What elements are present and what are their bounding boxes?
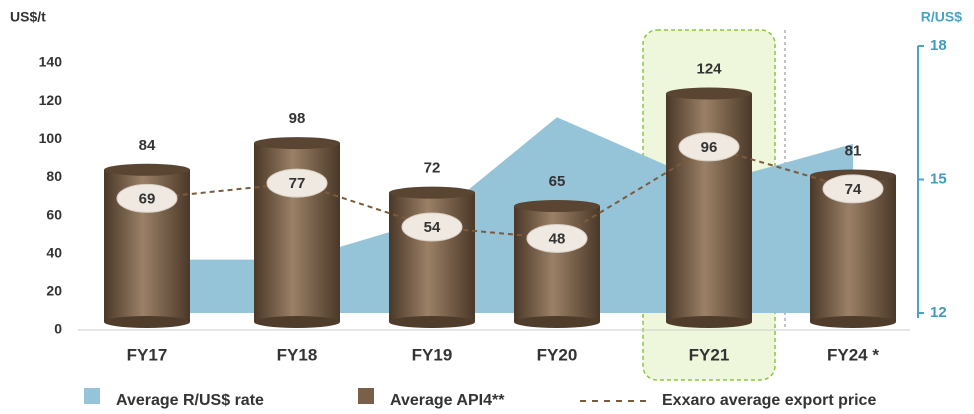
price-badge: [678, 132, 740, 162]
y-tick-label: 140: [39, 54, 63, 70]
price-label: 69: [139, 190, 156, 207]
bar: [514, 206, 600, 322]
y2-axis-label: R/US$: [921, 9, 962, 25]
y-tick-label: 0: [54, 321, 62, 337]
bar-value-label: 65: [549, 173, 566, 190]
y2-tick-label: 18: [930, 37, 947, 54]
y-tick-label: 20: [46, 283, 62, 299]
price-label: 54: [424, 219, 441, 236]
price-badge: [526, 223, 588, 253]
price-line: [146, 145, 854, 240]
y-tick-label: 60: [46, 206, 62, 222]
x-tick-label: FY21: [689, 345, 730, 364]
price-label: 77: [289, 175, 306, 192]
bar: [389, 192, 475, 322]
price-badge: [822, 174, 884, 204]
x-tick-label: FY24 *: [827, 345, 879, 364]
legend-label: Average R/US$ rate: [116, 392, 264, 409]
bar-bottom: [104, 316, 190, 328]
y-tick-label: 100: [39, 130, 63, 146]
bar-top: [389, 186, 475, 199]
bar-value-label: 98: [289, 110, 306, 127]
y-axis-label: US$/t: [10, 9, 46, 25]
x-tick-label: FY19: [412, 345, 453, 364]
y2-tick-label: 15: [930, 170, 947, 187]
x-tick-label: FY18: [277, 345, 318, 364]
bar-value-label: 84: [139, 137, 156, 154]
legend-label: Average API4**: [390, 392, 505, 409]
bar-bottom: [389, 316, 475, 328]
y2-tick-label: 12: [930, 304, 947, 321]
legend-label: Exxaro average export price: [662, 392, 876, 409]
bar-top: [514, 200, 600, 213]
bar: [666, 93, 752, 322]
bar-top: [254, 137, 340, 150]
price-badge: [266, 168, 328, 198]
y-tick-label: 120: [39, 92, 63, 108]
bar-bottom: [810, 316, 896, 328]
bar-value-label: 81: [845, 142, 862, 159]
legend-swatch: [84, 388, 100, 404]
y-tick-label: 80: [46, 168, 62, 184]
price-label: 74: [845, 181, 862, 198]
bar-value-label: 72: [424, 160, 441, 177]
price-badge: [116, 183, 178, 213]
bar-value-label: 124: [696, 60, 722, 77]
legend-swatch: [358, 388, 374, 404]
x-tick-label: FY17: [127, 345, 168, 364]
bar-bottom: [254, 316, 340, 328]
bar-bottom: [666, 316, 752, 328]
x-tick-label: FY20: [537, 345, 578, 364]
bar-top: [666, 87, 752, 100]
price-label: 48: [549, 230, 566, 247]
bar-top: [104, 163, 190, 176]
y-tick-label: 40: [46, 244, 62, 260]
price-badge: [401, 212, 463, 242]
bar-bottom: [514, 316, 600, 328]
price-label: 96: [701, 139, 718, 156]
